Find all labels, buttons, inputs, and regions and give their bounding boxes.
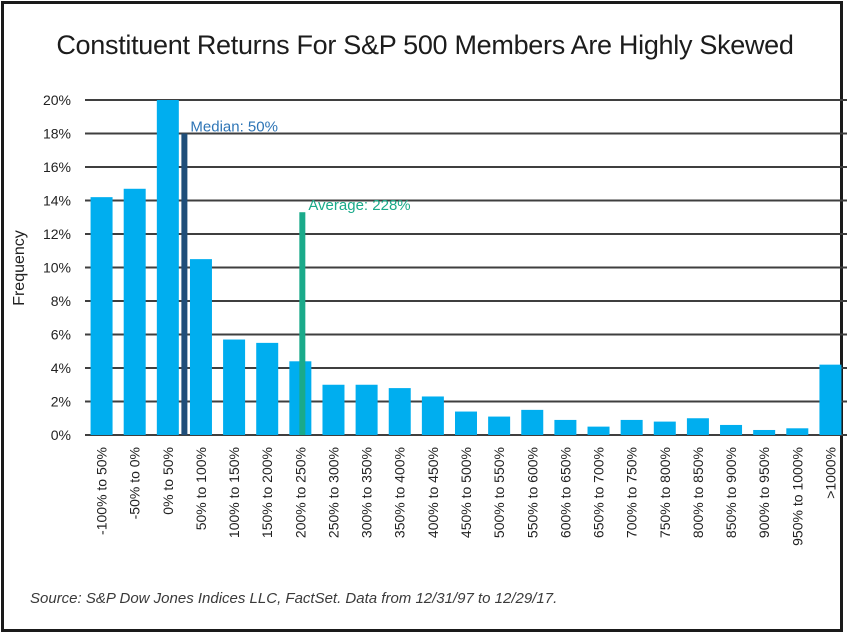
bar — [322, 384, 345, 435]
y-tick-label: 4% — [51, 360, 71, 376]
y-tick-label: 10% — [43, 260, 71, 276]
x-tick-label: 0% to 50% — [160, 447, 176, 515]
x-tick-label: 700% to 750% — [624, 447, 640, 538]
x-tick-label: 600% to 650% — [557, 447, 573, 538]
bar — [554, 419, 577, 435]
bar — [521, 409, 544, 435]
bar — [720, 424, 743, 435]
x-tick-label: 550% to 600% — [524, 447, 540, 538]
x-tick-label: 350% to 400% — [392, 447, 408, 538]
y-tick-label: 6% — [51, 327, 71, 343]
x-tick-label: 800% to 850% — [690, 447, 706, 538]
bar — [90, 197, 113, 435]
y-tick-label: 16% — [43, 159, 71, 175]
x-tick-label: 650% to 700% — [591, 447, 607, 538]
bar — [753, 429, 776, 435]
bar — [189, 259, 212, 435]
x-tick-label: 100% to 150% — [226, 447, 242, 538]
y-tick-label: 8% — [51, 293, 71, 309]
x-tick-label: 950% to 1000% — [789, 447, 805, 546]
bar — [421, 396, 444, 435]
chart-title: Constituent Returns For S&P 500 Members … — [56, 30, 794, 60]
x-tick-label: 750% to 800% — [657, 447, 673, 538]
bar — [223, 339, 246, 435]
bar — [786, 428, 809, 435]
x-tick-label: 250% to 300% — [325, 447, 341, 538]
x-tick-label: 450% to 500% — [458, 447, 474, 538]
bar — [388, 388, 411, 435]
median-line — [181, 133, 188, 435]
source-note: Source: S&P Dow Jones Indices LLC, FactS… — [30, 590, 558, 607]
x-tick-label: 50% to 100% — [193, 447, 209, 530]
x-tick-label: -100% to 50% — [94, 447, 110, 535]
x-tick-label: 900% to 950% — [756, 447, 772, 538]
bar — [123, 188, 146, 435]
x-tick-label: -50% to 0% — [127, 447, 143, 519]
x-tick-label: 300% to 350% — [359, 447, 375, 538]
x-tick-label: 200% to 250% — [292, 447, 308, 538]
y-tick-label: 2% — [51, 394, 71, 410]
x-tick-label: >1000% — [822, 447, 838, 499]
bar — [455, 411, 477, 435]
x-tick-label: 500% to 550% — [491, 447, 507, 538]
average-line — [299, 212, 306, 435]
bar — [587, 426, 610, 435]
x-tick-label: 150% to 200% — [259, 447, 275, 538]
median-label: Median: 50% — [190, 119, 278, 136]
y-tick-label: 12% — [43, 226, 71, 242]
y-tick-label: 14% — [43, 193, 71, 209]
x-tick-label: 400% to 450% — [425, 447, 441, 538]
y-tick-label: 0% — [51, 427, 71, 443]
bar — [156, 100, 179, 435]
y-tick-label: 20% — [43, 92, 71, 108]
bar — [256, 342, 279, 435]
bar — [686, 418, 709, 435]
bar — [488, 416, 511, 435]
x-tick-label: 850% to 900% — [723, 447, 739, 538]
bar — [355, 384, 378, 435]
bar — [620, 419, 643, 435]
average-label: Average: 228% — [308, 197, 410, 214]
bar — [819, 364, 842, 435]
bar — [653, 421, 676, 435]
y-axis-label: Frequency — [11, 230, 28, 306]
y-tick-label: 18% — [43, 126, 71, 142]
